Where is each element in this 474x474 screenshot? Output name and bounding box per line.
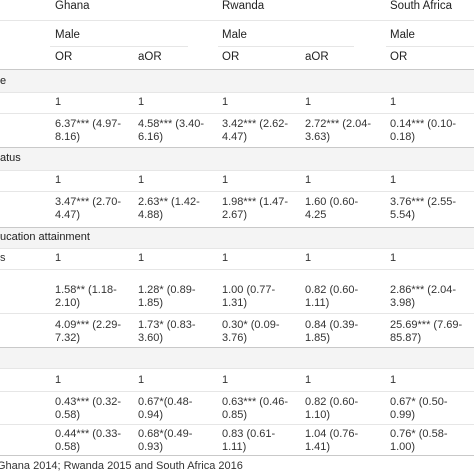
table-cell: 0.76* (0.58- 1.00)	[390, 428, 448, 453]
divider	[0, 113, 474, 114]
table-cell: 0.83 (0.61- 1.11)	[222, 428, 276, 453]
table-cell: 3.42*** (2.62- 4.47)	[222, 118, 289, 143]
divider	[0, 191, 474, 192]
section-label: e	[0, 75, 7, 87]
table-cell: 1.00 (0.77- 1.31)	[222, 284, 276, 309]
col-label-ghana-or: OR	[55, 51, 73, 63]
col-label-rwanda-aor: aOR	[305, 51, 329, 63]
table-cell: 0.30* (0.09- 3.76)	[222, 319, 280, 344]
table-cell: 1	[305, 174, 312, 186]
divider	[0, 424, 474, 425]
table-cell: 0.44*** (0.33- 0.58)	[55, 428, 122, 453]
table-cell: 1	[390, 96, 397, 108]
divider	[0, 368, 474, 369]
divider	[0, 269, 474, 270]
table-cell: 3.76*** (2.55- 5.54)	[390, 196, 457, 221]
divider	[0, 170, 474, 171]
row-label: s	[0, 252, 6, 264]
section-band	[0, 70, 474, 92]
table-cell: 0.82 (0.60- 1.11)	[305, 284, 359, 309]
table-cell: 1.58** (1.18- 2.10)	[55, 284, 117, 309]
table-cell: 1	[222, 374, 229, 386]
table-cell: 1	[305, 252, 312, 264]
table-cell: 1	[390, 174, 397, 186]
sex-header-south-africa: Male	[390, 29, 415, 41]
table-cell: 1.98*** (1.47- 2.67)	[222, 196, 289, 221]
table-cell: 1	[222, 174, 229, 186]
table-cell: 1.60 (0.60- 4.25	[305, 196, 359, 221]
table-cell: 1	[138, 252, 145, 264]
divider	[386, 46, 474, 47]
divider	[218, 46, 354, 47]
table-cell: 0.84 (0.39- 1.85)	[305, 319, 359, 344]
table-cell: 1	[55, 174, 62, 186]
table-cell: 0.63*** (0.46- 0.85)	[222, 396, 289, 421]
table-cell: 0.67*(0.48- 0.94)	[138, 396, 193, 421]
divider	[0, 20, 474, 21]
table-cell: 1	[138, 374, 145, 386]
country-header-rwanda: Rwanda	[222, 0, 265, 12]
table-cell: 2.72*** (2.04- 3.63)	[305, 118, 372, 143]
table-cell: 4.58*** (3.40- 6.16)	[138, 118, 205, 143]
table-cell: 1	[55, 374, 62, 386]
table-footnote: Ghana 2014; Rwanda 2015 and South Africa…	[0, 460, 243, 472]
table-cell: 1	[390, 252, 397, 264]
table-cell: 4.09*** (2.29- 7.32)	[55, 319, 122, 344]
divider	[0, 391, 474, 392]
table-cell: 0.68*(0.49- 0.93)	[138, 428, 193, 453]
table-cell: 1	[138, 174, 145, 186]
divider	[0, 248, 474, 249]
divider	[0, 347, 474, 348]
table-cell: 0.82 (0.60- 1.10)	[305, 396, 359, 421]
sex-header-rwanda: Male	[222, 29, 247, 41]
divider	[0, 69, 474, 70]
table-cell: 1	[305, 374, 312, 386]
divider	[0, 147, 474, 148]
section-band	[0, 228, 474, 248]
section-band	[0, 148, 474, 170]
col-label-ghana-aor: aOR	[138, 51, 162, 63]
sex-header-ghana: Male	[55, 29, 80, 41]
divider	[0, 313, 474, 314]
table-cell: 1	[305, 96, 312, 108]
country-header-ghana: Ghana	[55, 0, 90, 12]
table-cell: 1	[390, 374, 397, 386]
table-cell: 25.69*** (7.69- 85.87)	[390, 319, 463, 344]
divider	[50, 46, 188, 47]
table-cell: 1	[55, 96, 62, 108]
table-cell: 1	[55, 252, 62, 264]
country-header-south-africa: South Africa	[390, 0, 453, 12]
table-cell: 1	[138, 96, 145, 108]
section-label: atus	[0, 152, 21, 164]
col-label-south-africa-or: OR	[390, 51, 408, 63]
table-cell: 1	[222, 96, 229, 108]
table-cell: 0.43*** (0.32- 0.58)	[55, 396, 122, 421]
table-cell: 0.14*** (0.10- 0.18)	[390, 118, 457, 143]
table-cell: 1	[222, 252, 229, 264]
section-label: ucation attainment	[0, 231, 90, 243]
table-cell: 2.63** (1.42- 4.88)	[138, 196, 200, 221]
col-label-rwanda-or: OR	[222, 51, 240, 63]
table-cell: 3.47*** (2.70- 4.47)	[55, 196, 122, 221]
table-cell: 1.73* (0.83- 3.60)	[138, 319, 196, 344]
section-band	[0, 348, 474, 368]
divider	[0, 227, 474, 228]
divider	[0, 455, 474, 456]
table-cell: 1.04 (0.76- 1.41)	[305, 428, 359, 453]
divider	[0, 92, 474, 93]
table-cell: 1.28* (0.89- 1.85)	[138, 284, 196, 309]
table-cell: 0.67* (0.50- 0.99)	[390, 396, 448, 421]
table-cell: 2.86*** (2.04- 3.98)	[390, 284, 457, 309]
table-cell: 6.37*** (4.97- 8.16)	[55, 118, 122, 143]
